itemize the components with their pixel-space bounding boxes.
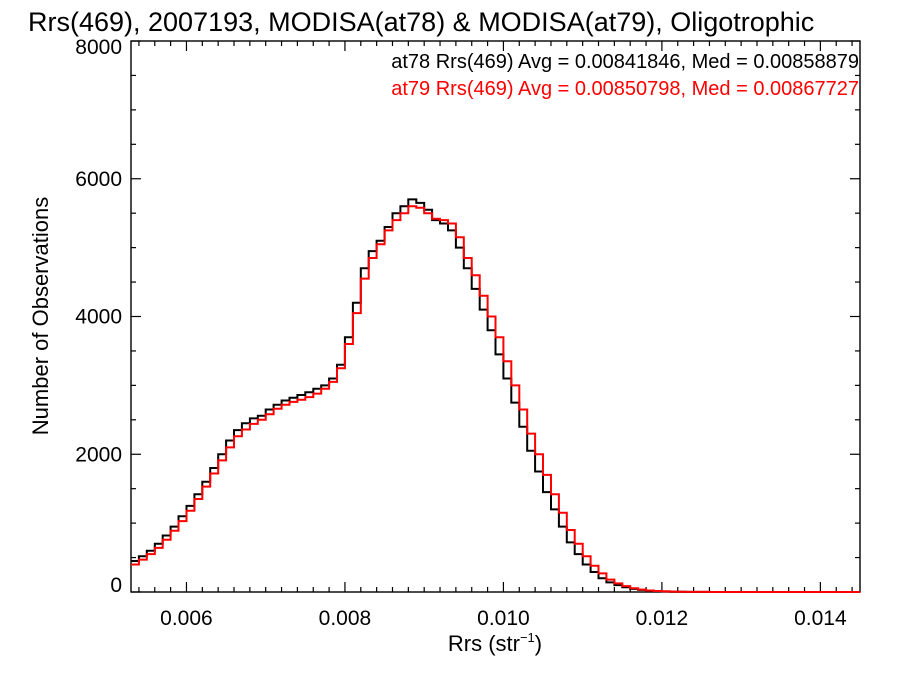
y-tick-label: 0 [110,574,122,597]
x-axis-label-superscript: −1 [520,630,535,645]
y-tick-label: 2000 [75,443,122,466]
x-axis-label-close: ) [535,631,542,656]
y-tick-label: 4000 [75,306,122,329]
x-tick-label: 0.006 [160,607,213,630]
x-axis-label: Rrs (str−1) [448,630,542,656]
y-tick-label: 6000 [75,168,122,191]
y-axis-label: Number of Observations [28,197,53,435]
x-tick-label: 0.014 [794,607,847,630]
series-at78-line [131,198,860,593]
series-at79-stats: at79 Rrs(469) Avg = 0.00850798, Med = 0.… [391,78,859,100]
axis-tick-labels: 0.006 0.008 0.010 0.012 0.014 0 2000 4000 6000 80… [75,36,847,630]
series-at78-stats: at78 Rrs(469) Avg = 0.00841846, Med = 0.… [391,51,859,73]
chart-title: Rrs(469), 2007193, MODISA(at78) & MODISA… [28,7,814,37]
series-layer [131,198,860,593]
x-tick-label: 0.008 [319,607,372,630]
series-at79-line [131,205,860,593]
x-tick-label: 0.010 [477,607,530,630]
x-tick-label: 0.012 [636,607,689,630]
y-tick-label: 8000 [75,36,122,59]
x-axis-label-main: Rrs (str [448,631,520,656]
